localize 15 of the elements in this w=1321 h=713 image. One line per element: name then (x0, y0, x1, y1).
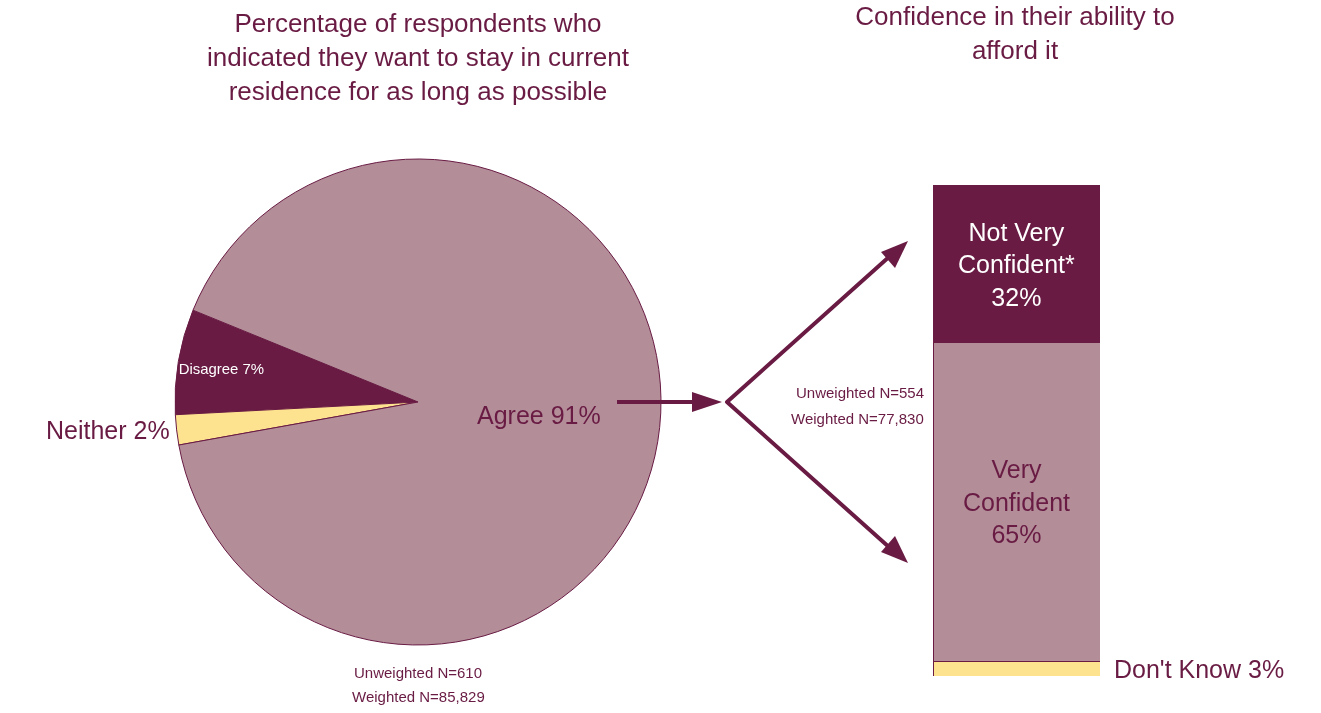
chart-title: Percentage of respondents who indicated they want to stay in current residence for as long as possible (206, 8, 630, 106)
slice-label: Disagree 7% (178, 361, 264, 378)
series-label: Very Confident (962, 455, 1071, 516)
text: Weighted N=85,829 (352, 688, 485, 705)
data-label: 65% (991, 520, 1042, 549)
pie-slice (178, 158, 662, 646)
legend-label: Agree 91% (476, 400, 601, 429)
data-label: 32% (991, 282, 1042, 311)
chart-title: Confidence in their ability to afford it (855, 0, 1175, 65)
text: Weighted N=77,830 (791, 410, 924, 427)
text: Unweighted N=610 (354, 664, 483, 681)
text: Unweighted N=554 (796, 384, 925, 401)
slice-label: Neither 2% (45, 416, 170, 445)
legend-label: Not Very Confident* (957, 217, 1076, 279)
text: Don't Know 3% (1114, 655, 1285, 683)
